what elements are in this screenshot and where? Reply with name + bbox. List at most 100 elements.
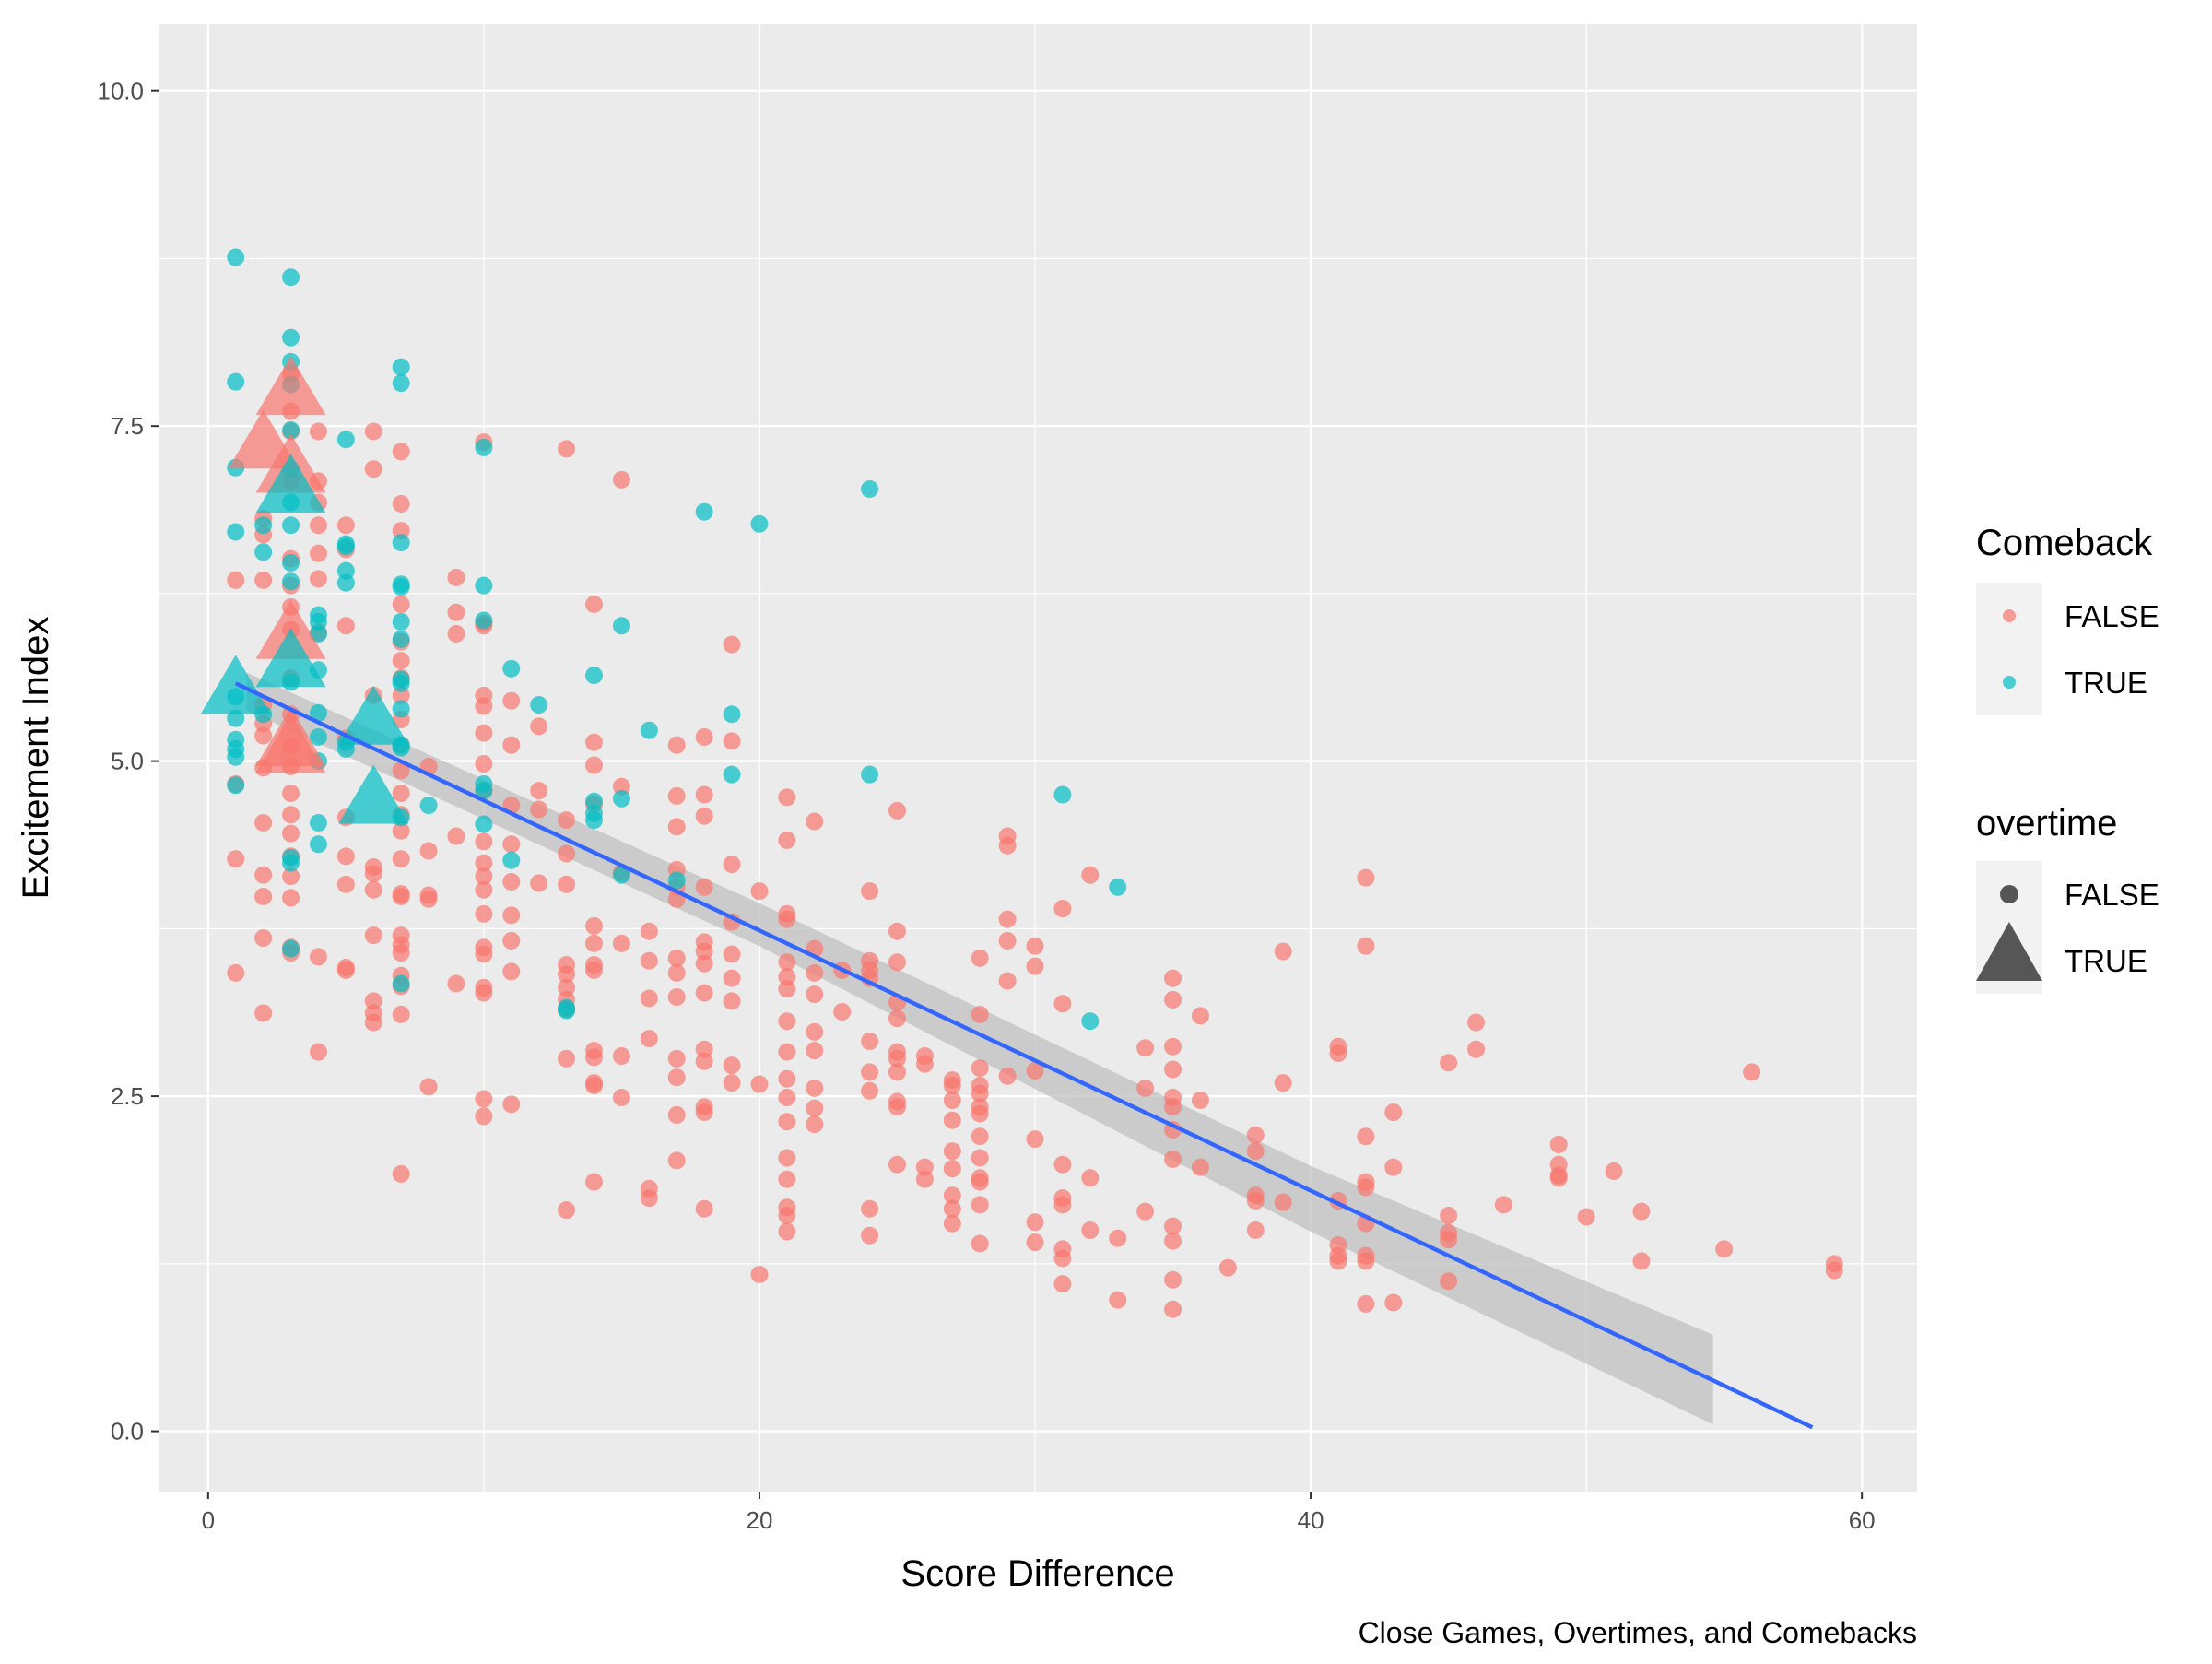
data-point bbox=[282, 939, 300, 958]
data-point bbox=[888, 1098, 906, 1116]
data-point bbox=[695, 878, 713, 896]
data-point bbox=[1053, 1249, 1072, 1268]
data-point bbox=[695, 1040, 713, 1058]
data-point bbox=[558, 844, 576, 863]
data-point bbox=[723, 765, 741, 784]
data-point bbox=[1026, 937, 1044, 955]
data-point bbox=[1384, 1158, 1403, 1176]
data-point bbox=[695, 984, 713, 1002]
legend-key-comeback-false bbox=[2003, 609, 2016, 622]
data-point bbox=[282, 553, 300, 572]
data-point bbox=[336, 537, 355, 556]
data-point bbox=[778, 1222, 796, 1241]
data-point bbox=[667, 786, 686, 805]
data-point bbox=[750, 882, 769, 901]
data-points bbox=[200, 248, 1843, 1318]
data-point bbox=[1440, 1207, 1458, 1225]
data-point bbox=[336, 573, 355, 592]
data-point-triangle bbox=[255, 714, 326, 773]
data-point bbox=[1081, 1012, 1100, 1031]
legend: Comeback FALSE TRUE overtime FALSE TRUE bbox=[1976, 523, 2159, 994]
data-point bbox=[943, 1091, 961, 1109]
data-point-triangle bbox=[255, 356, 326, 416]
data-point bbox=[1026, 1213, 1044, 1232]
data-point bbox=[585, 811, 604, 830]
data-point bbox=[833, 1003, 852, 1021]
data-point bbox=[502, 736, 521, 754]
data-point bbox=[667, 736, 686, 754]
data-point bbox=[254, 516, 273, 535]
y-axis: 0.0 2.5 5.0 7.5 10.0 bbox=[97, 77, 159, 1446]
data-point bbox=[612, 1046, 630, 1065]
data-point bbox=[364, 422, 382, 441]
data-point bbox=[612, 470, 630, 489]
data-point bbox=[943, 1214, 961, 1233]
data-point bbox=[227, 372, 245, 391]
data-point bbox=[971, 1104, 989, 1123]
data-point bbox=[475, 854, 493, 872]
data-point bbox=[309, 570, 327, 588]
data-point bbox=[392, 1005, 410, 1023]
data-point bbox=[806, 963, 824, 982]
data-point bbox=[1164, 990, 1182, 1009]
data-point bbox=[475, 867, 493, 886]
data-point bbox=[806, 1042, 824, 1060]
data-point bbox=[723, 856, 741, 874]
data-point bbox=[282, 268, 300, 287]
y-tick-label: 2.5 bbox=[111, 1082, 144, 1110]
data-point bbox=[1357, 1252, 1375, 1270]
data-point bbox=[558, 875, 576, 893]
data-point bbox=[336, 617, 355, 635]
data-point-triangle bbox=[255, 628, 326, 688]
data-point bbox=[336, 516, 355, 535]
data-point bbox=[943, 1199, 961, 1218]
chart-caption: Close Games, Overtimes, and Comebacks bbox=[1359, 1616, 1917, 1649]
data-point bbox=[998, 836, 1017, 855]
data-point bbox=[392, 443, 410, 461]
data-point bbox=[1164, 1300, 1182, 1318]
data-point bbox=[282, 516, 300, 535]
data-point bbox=[1164, 1232, 1182, 1250]
y-tick-label: 0.0 bbox=[111, 1418, 144, 1446]
data-point bbox=[309, 422, 327, 441]
data-point bbox=[667, 871, 686, 890]
data-point bbox=[888, 1155, 906, 1174]
data-point bbox=[227, 571, 245, 589]
data-point bbox=[475, 815, 493, 833]
legend-label-overtime-false: FALSE bbox=[2065, 878, 2159, 912]
legend-key-overtime-false bbox=[2000, 885, 2018, 903]
data-point bbox=[723, 1056, 741, 1075]
legend-label-comeback-false: FALSE bbox=[2065, 599, 2159, 633]
data-point bbox=[254, 866, 273, 884]
data-point bbox=[1329, 1044, 1347, 1063]
data-point bbox=[1026, 1061, 1044, 1080]
data-point bbox=[254, 543, 273, 561]
data-point bbox=[943, 1111, 961, 1129]
data-point bbox=[585, 916, 604, 935]
trend-line bbox=[234, 681, 1814, 1430]
data-point bbox=[943, 1142, 961, 1161]
data-point bbox=[558, 1201, 576, 1220]
trend-line-path bbox=[234, 681, 1814, 1430]
data-point bbox=[282, 867, 300, 886]
data-point bbox=[667, 949, 686, 967]
data-point bbox=[1274, 942, 1292, 961]
data-point bbox=[1494, 1196, 1512, 1214]
data-point bbox=[392, 686, 410, 704]
data-point bbox=[971, 1234, 989, 1253]
data-point bbox=[612, 934, 630, 952]
data-point bbox=[227, 850, 245, 868]
data-point bbox=[282, 421, 300, 440]
data-point bbox=[723, 945, 741, 963]
data-point bbox=[475, 1090, 493, 1108]
data-point bbox=[723, 635, 741, 654]
data-point bbox=[861, 1081, 879, 1100]
data-point bbox=[1384, 1103, 1403, 1122]
data-point bbox=[502, 1095, 521, 1114]
data-point bbox=[502, 691, 521, 710]
data-point bbox=[971, 1084, 989, 1103]
data-point bbox=[1109, 1229, 1127, 1247]
data-point bbox=[640, 721, 658, 739]
data-point bbox=[778, 1043, 796, 1061]
data-point bbox=[806, 1079, 824, 1097]
